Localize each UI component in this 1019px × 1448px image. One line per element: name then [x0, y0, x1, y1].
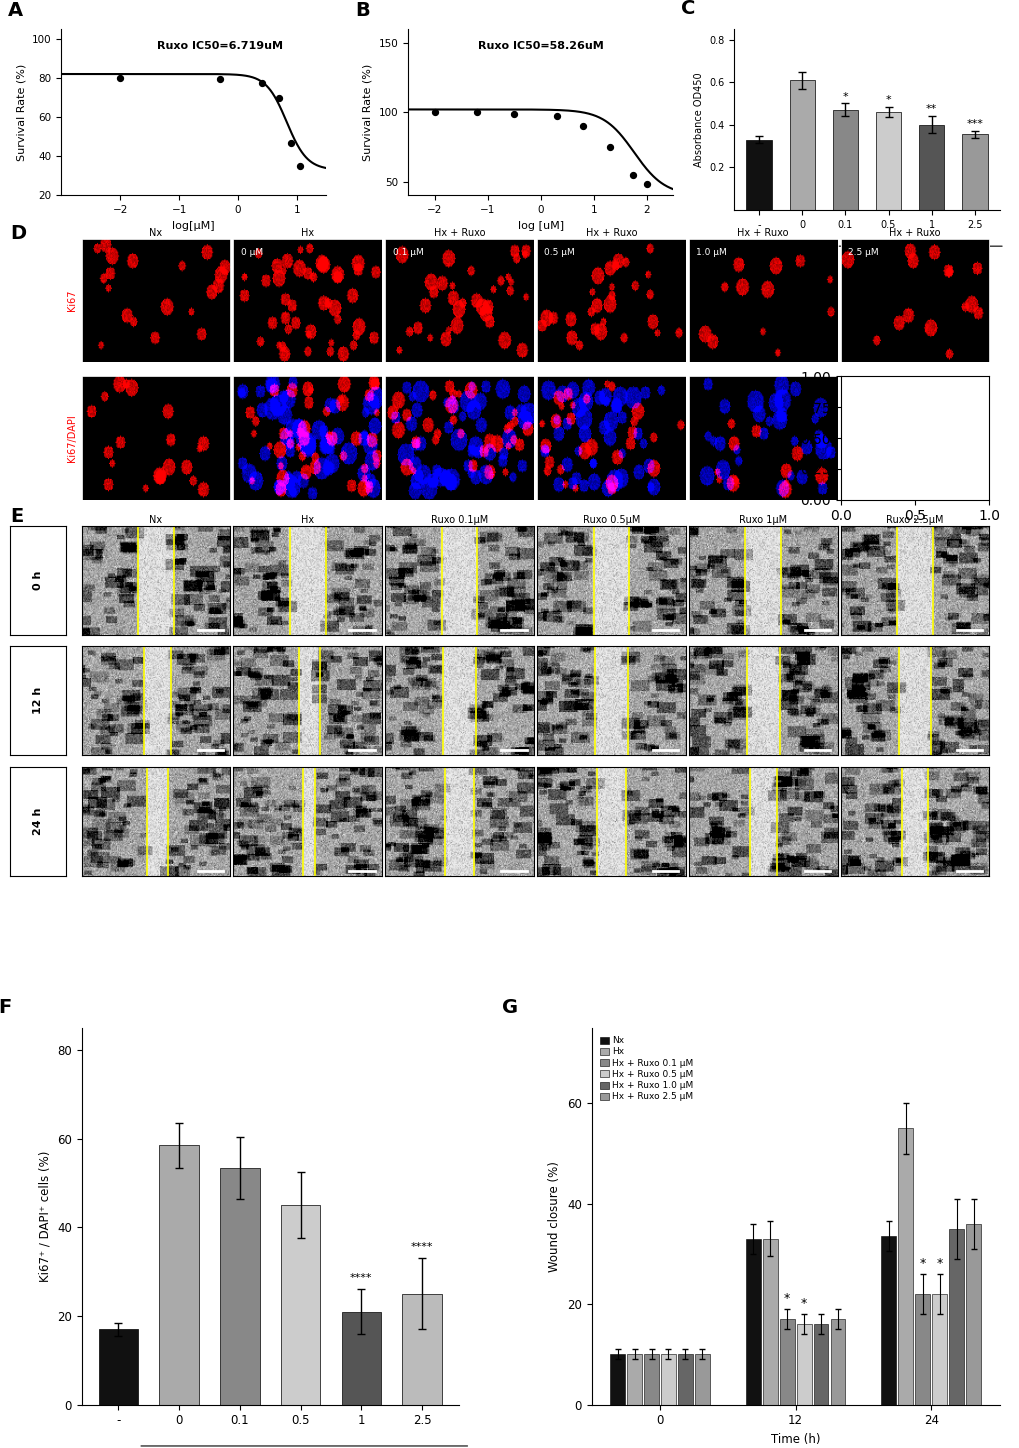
Text: *: * [884, 96, 891, 104]
Text: ****: **** [350, 1273, 372, 1283]
Point [601, 135, 618, 158]
Text: *: * [842, 91, 848, 101]
Title: Ruxo 2.5μM: Ruxo 2.5μM [886, 515, 943, 524]
Y-axis label: Wound closure (%): Wound closure (%) [548, 1161, 560, 1271]
Text: 0 μM: 0 μM [240, 248, 263, 256]
Legend: Nx, Hx, Hx + Ruxo 0.1 μM, Hx + Ruxo 0.5 μM, Hx + Ruxo 1.0 μM, Hx + Ruxo 2.5 μM: Nx, Hx, Hx + Ruxo 0.1 μM, Hx + Ruxo 0.5 … [595, 1032, 697, 1105]
Text: Nx: Nx [727, 252, 741, 262]
Bar [643, 1354, 658, 1405]
Text: ****: **** [411, 1241, 433, 1251]
X-axis label: log[μM]: log[μM] [172, 220, 215, 230]
Title: Hx + Ruxo: Hx + Ruxo [737, 229, 788, 237]
Title: Ruxo 0.1μM: Ruxo 0.1μM [431, 515, 488, 524]
Text: 0 h: 0 h [34, 571, 43, 589]
Point [112, 67, 128, 90]
Point [291, 155, 308, 178]
Title: Hx + Ruxo: Hx + Ruxo [889, 229, 940, 237]
Bar [874, 111, 901, 210]
Title: Nx: Nx [149, 229, 162, 237]
Point [469, 101, 485, 125]
Y-axis label: Survival Rate (%): Survival Rate (%) [363, 64, 373, 161]
Text: 24 h: 24 h [34, 808, 43, 835]
Y-axis label: Survival Rate (%): Survival Rate (%) [16, 64, 26, 161]
Bar [99, 1329, 139, 1405]
Bar [796, 1325, 811, 1405]
Text: F: F [0, 998, 12, 1016]
Bar [341, 1312, 381, 1405]
Text: **: ** [925, 104, 936, 114]
Title: Hx: Hx [301, 515, 314, 524]
Bar [789, 80, 814, 210]
Bar [949, 1229, 963, 1405]
Text: 12 h: 12 h [34, 688, 43, 714]
Bar [678, 1354, 692, 1405]
Bar [660, 1354, 676, 1405]
Point [505, 101, 522, 125]
Text: *: * [800, 1296, 806, 1309]
Text: G: G [501, 998, 518, 1016]
Y-axis label: Ki67: Ki67 [67, 290, 77, 311]
Text: 0.1 μM: 0.1 μM [392, 248, 423, 256]
Text: ***: *** [965, 119, 982, 129]
Bar [401, 1295, 441, 1405]
Bar [965, 1224, 980, 1405]
Point [575, 114, 591, 138]
Bar [627, 1354, 641, 1405]
Point [282, 130, 299, 153]
Text: E: E [10, 507, 23, 526]
Title: Nx: Nx [149, 515, 162, 524]
Bar [829, 1319, 845, 1405]
Y-axis label: Ki67⁺ / DAPI⁺ cells (%): Ki67⁺ / DAPI⁺ cells (%) [39, 1151, 51, 1281]
Title: Hx: Hx [301, 229, 314, 237]
Title: Ruxo 1μM: Ruxo 1μM [739, 515, 787, 524]
Y-axis label: Ki67/DAPI: Ki67/DAPI [67, 414, 77, 462]
Text: 1.0 μM: 1.0 μM [696, 248, 727, 256]
Bar [159, 1145, 199, 1405]
Bar [694, 1354, 709, 1405]
Title: Hx + Ruxo: Hx + Ruxo [433, 229, 485, 237]
Text: 2.5 μM: 2.5 μM [847, 248, 877, 256]
X-axis label: log [uM]: log [uM] [517, 220, 564, 230]
Bar [961, 135, 986, 210]
Text: *: * [919, 1257, 925, 1270]
Bar [931, 1295, 947, 1405]
Point [625, 164, 641, 187]
Bar [779, 1319, 794, 1405]
Text: 0.5 μM: 0.5 μM [544, 248, 575, 256]
Bar [609, 1354, 625, 1405]
Bar [220, 1167, 260, 1405]
Text: Ruxo IC50=6.719uM: Ruxo IC50=6.719uM [157, 41, 283, 51]
Bar [746, 139, 771, 210]
Text: *: * [935, 1257, 942, 1270]
Point [253, 71, 269, 94]
Title: Ruxo 0.5μM: Ruxo 0.5μM [582, 515, 640, 524]
Point [638, 172, 654, 195]
Point [426, 100, 442, 123]
Text: Ruxo IC50=58.26uM: Ruxo IC50=58.26uM [477, 41, 603, 51]
Point [548, 104, 565, 127]
Text: B: B [355, 0, 369, 20]
Text: C: C [681, 0, 695, 19]
Text: Hx+Ruxo(μM): Hx+Ruxo(μM) [862, 252, 933, 262]
Point [212, 68, 228, 91]
X-axis label: Time (h): Time (h) [770, 1434, 819, 1447]
Bar [762, 1239, 776, 1405]
Bar [918, 125, 944, 210]
Bar [832, 110, 858, 210]
Bar [898, 1128, 912, 1405]
Y-axis label: Absorbance OD450: Absorbance OD450 [693, 72, 703, 167]
Bar [280, 1205, 320, 1405]
Text: D: D [10, 224, 26, 243]
Bar [880, 1237, 896, 1405]
Title: Hx + Ruxo: Hx + Ruxo [585, 229, 637, 237]
Text: *: * [784, 1292, 790, 1305]
Point [271, 85, 287, 109]
Bar [813, 1325, 827, 1405]
Text: A: A [8, 0, 23, 20]
Bar [914, 1295, 929, 1405]
Bar [745, 1239, 760, 1405]
